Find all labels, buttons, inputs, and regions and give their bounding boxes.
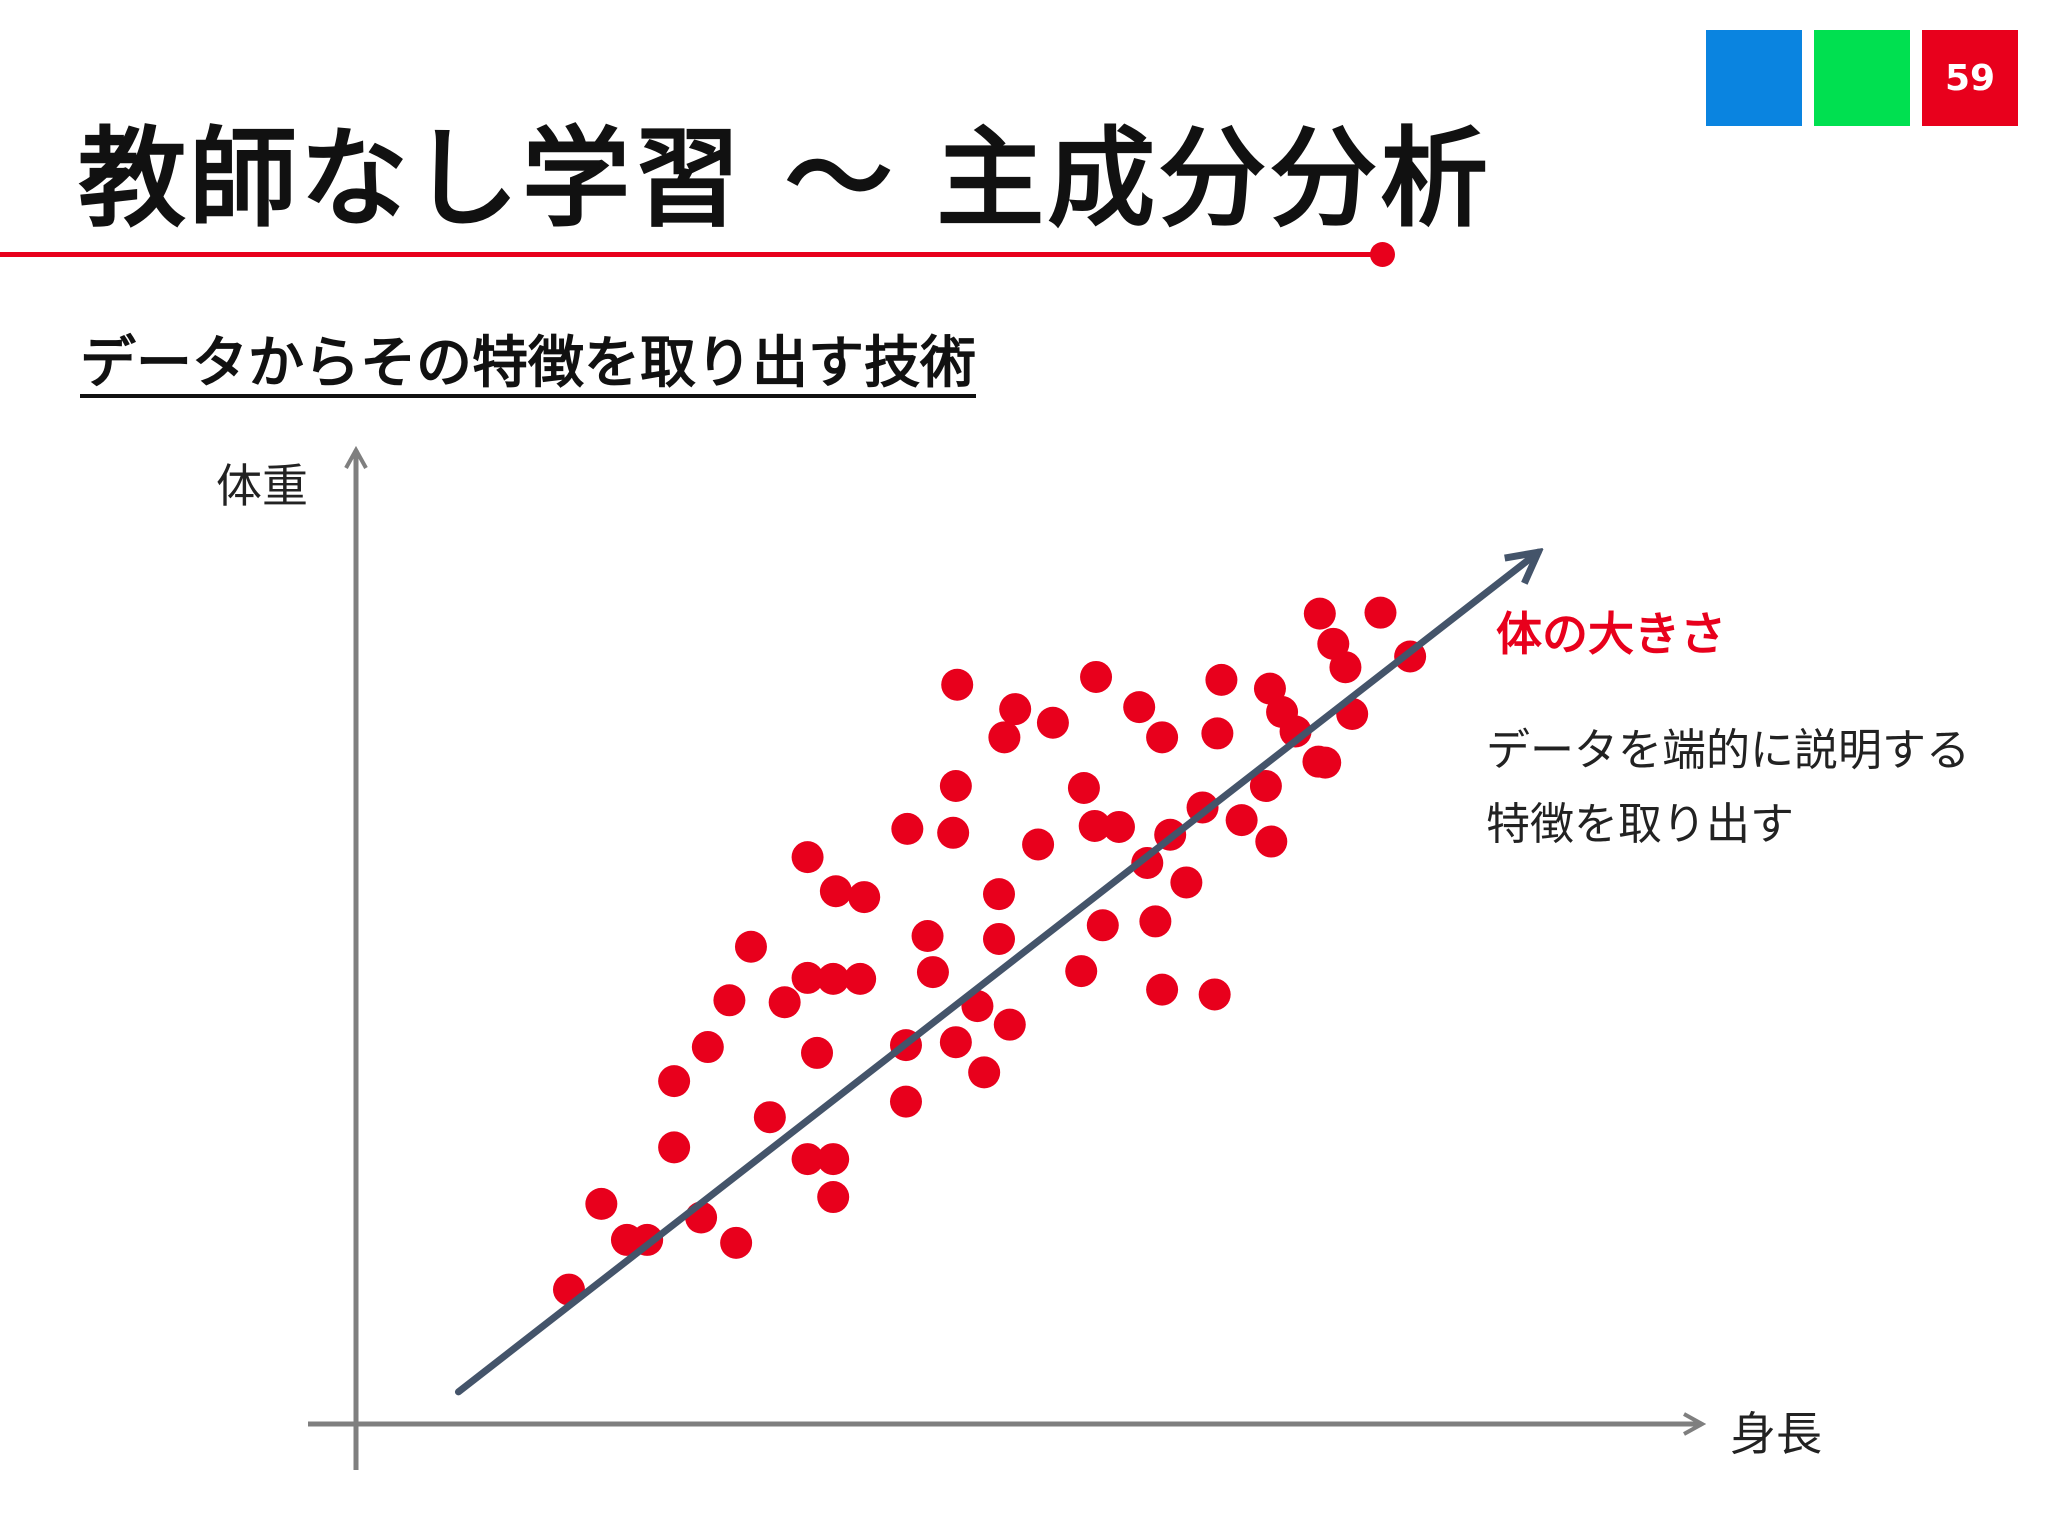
data-point [585,1187,618,1220]
data-point [1146,973,1179,1006]
data-point [658,1131,691,1164]
data-point [1329,651,1362,684]
data-point [848,881,881,914]
data-point [1249,770,1282,803]
data-point [1123,691,1156,724]
data-point [916,956,949,989]
data-point [1279,715,1312,748]
data-point [817,1181,850,1214]
data-point [941,668,974,701]
data-point [911,920,944,953]
data-point [1131,846,1164,879]
data-point [1225,804,1258,837]
data-point [889,1085,922,1118]
description-line: 特徴を取り出す [1486,799,1794,850]
data-point [937,816,970,849]
data-point [1146,721,1179,754]
blue-square [1706,30,1802,126]
data-point [1067,771,1100,804]
data-point [939,770,972,803]
data-point [753,1101,786,1134]
principal-component-description: データを端的に説明する 特徴を取り出す [1486,714,1970,862]
data-point [1201,717,1234,750]
principal-component-label: 体の大きさ [1496,607,1726,661]
data-point [968,1056,1001,1089]
data-point [791,961,824,994]
data-point [891,812,924,845]
data-point [1065,955,1098,988]
data-point [720,1226,753,1259]
data-point [819,875,852,908]
slide-subtitle: データからその特徴を取り出す技術 [80,331,976,396]
data-point [1080,660,1113,693]
data-point [791,841,824,874]
data-point [1205,663,1238,696]
data-point [982,922,1015,955]
data-point [734,930,767,963]
page-number: 59 [1944,57,1996,99]
principal-component-arrow [454,552,1538,1396]
data-point [801,1036,834,1069]
data-point [1364,596,1397,629]
title-underline-dot [1370,242,1395,267]
title-underline [0,252,1384,257]
slide-title: 教師なし学習 ～ 主成分分析 [78,117,1492,242]
data-point [939,1026,972,1059]
description-line: データを端的に説明する [1486,725,1970,776]
data-point [999,693,1032,726]
data-points [552,596,1427,1306]
data-point [791,1143,824,1176]
data-point [817,962,850,995]
data-point [1170,866,1203,899]
data-point [988,721,1021,754]
data-point [713,984,746,1017]
data-point [1102,810,1135,843]
data-point [1139,905,1172,938]
data-point [1255,825,1288,858]
data-point [993,1008,1026,1041]
x-axis-label: 身長 [1730,1407,1822,1461]
data-point [844,962,877,995]
data-point [768,986,801,1019]
data-point [1086,909,1119,942]
page-number-badge: 59 [1922,30,2018,126]
data-point [658,1065,691,1098]
data-point [1198,978,1231,1011]
y-axis-label: 体重 [216,459,308,513]
data-point [982,878,1015,911]
data-point [691,1031,724,1064]
data-point [1036,706,1069,739]
data-point [817,1143,850,1176]
data-point [1303,597,1336,630]
data-point [1078,809,1111,842]
data-point [1022,828,1055,861]
data-point [1309,746,1342,779]
green-square [1814,30,1910,126]
